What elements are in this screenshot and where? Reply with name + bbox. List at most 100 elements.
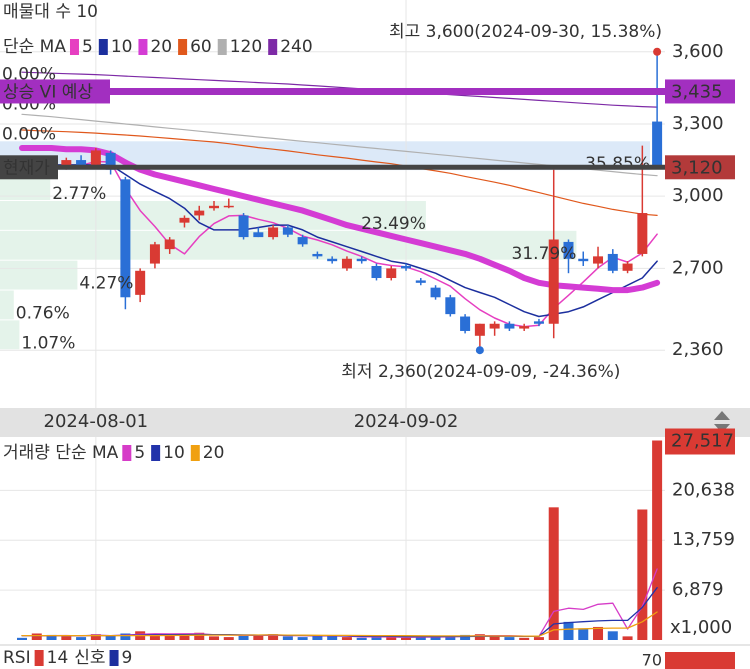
profile-label: 23.49%	[361, 214, 426, 234]
profile-label: 31.79%	[512, 244, 577, 264]
y-tick-label: 3,000	[672, 185, 724, 206]
volume-bar	[105, 635, 116, 640]
legend-swatch	[34, 650, 44, 666]
scroll-down-icon[interactable]	[714, 424, 730, 433]
volume-bar	[371, 636, 382, 640]
level-label: 현재가	[3, 158, 50, 178]
candle-body	[312, 253, 323, 257]
profile-bar	[0, 260, 78, 290]
rsi-signal: 9	[122, 648, 133, 668]
profile-label: 0.76%	[16, 303, 70, 323]
legend-swatch	[268, 39, 278, 55]
profile-label: 2.77%	[52, 184, 106, 204]
legend-swatch	[69, 39, 79, 55]
candle-body	[607, 253, 618, 271]
candle-body	[209, 205, 220, 209]
legend-title: 단순 MA	[3, 37, 66, 57]
candle-body	[164, 239, 175, 250]
volume-bar	[223, 637, 234, 640]
volume-bar	[238, 634, 249, 640]
volume-bar	[268, 634, 279, 640]
level-value: 3,120	[671, 157, 723, 178]
candle-body	[371, 265, 382, 279]
rsi-value-box	[665, 652, 735, 669]
y-tick-label: 3,600	[672, 41, 724, 62]
candle-body	[120, 179, 131, 298]
volume-bar	[607, 631, 618, 640]
volume-bar	[415, 636, 426, 640]
y-tick-label: 2,700	[672, 257, 724, 278]
volume-bar	[533, 637, 544, 640]
volume-bar	[460, 634, 471, 640]
legend-swatch	[98, 39, 108, 55]
level-value: 3,435	[671, 81, 723, 102]
candle-body	[445, 297, 456, 315]
candle-body	[238, 215, 249, 238]
level-value-box	[665, 79, 735, 104]
volume-bar	[563, 621, 574, 640]
candle-body	[622, 263, 633, 271]
candle-body	[297, 237, 308, 245]
volume-bar	[253, 635, 264, 640]
ma-line	[21, 129, 658, 216]
candle-body	[415, 280, 426, 283]
legend-label: 10	[111, 37, 133, 57]
profile-label: 1.07%	[21, 333, 75, 353]
level-value-box	[665, 155, 735, 180]
volume-bar	[312, 635, 323, 640]
volume-bar	[474, 634, 485, 640]
rsi-period: 14	[47, 648, 69, 668]
candle-body	[474, 323, 485, 336]
candle-body	[194, 210, 205, 216]
candle-body	[90, 150, 101, 165]
rsi-tick: 70	[642, 651, 662, 669]
candle-body	[356, 258, 367, 262]
candle-body	[533, 321, 544, 324]
candle-body	[105, 152, 116, 170]
volume-bar	[46, 634, 57, 640]
candle-body	[578, 258, 589, 262]
volume-value: 27,517	[671, 431, 734, 452]
candle-body	[282, 227, 293, 235]
volume-bar	[593, 626, 604, 640]
legend-swatch	[138, 39, 148, 55]
candle-body	[563, 241, 574, 259]
volume-bar	[209, 636, 220, 640]
level-tag	[0, 155, 58, 180]
scroll-up-icon[interactable]	[714, 411, 730, 420]
volume-bar	[401, 637, 412, 640]
candle-body	[223, 205, 234, 208]
volume-bar	[578, 628, 589, 640]
volume-bar	[445, 635, 456, 640]
candle-body	[268, 227, 279, 238]
volume-bar	[356, 637, 367, 640]
y-tick-label: 20,638	[672, 479, 735, 500]
candle-body	[76, 160, 87, 165]
candle-layer	[17, 47, 663, 640]
volume-bar	[386, 637, 397, 640]
volume-bar	[149, 634, 160, 640]
candle-body	[519, 326, 530, 329]
legend-swatch	[190, 445, 200, 461]
candle-body	[135, 270, 146, 295]
volume-bar	[622, 636, 633, 640]
profile-bar	[0, 320, 20, 350]
x-tick-label: 2024-08-01	[44, 411, 149, 432]
volume-bar	[297, 637, 308, 640]
volume-bar	[194, 632, 205, 640]
legend-label: 5	[134, 443, 145, 463]
candle-body	[504, 323, 515, 329]
volume-bar	[519, 637, 530, 640]
volume-bar	[179, 635, 190, 640]
unit-label: x1,000	[670, 617, 732, 638]
volume-bar	[637, 509, 648, 640]
candle-body	[637, 213, 648, 254]
legend-swatch	[109, 650, 119, 666]
legend-swatch	[217, 39, 227, 55]
low-annotation: 최저 2,360(2024-09-09, -24.36%)	[341, 362, 620, 382]
legend-label: 20	[150, 37, 172, 57]
candle-body	[341, 258, 352, 269]
high-annotation: 최고 3,600(2024-09-30, 15.38%)	[389, 22, 662, 42]
